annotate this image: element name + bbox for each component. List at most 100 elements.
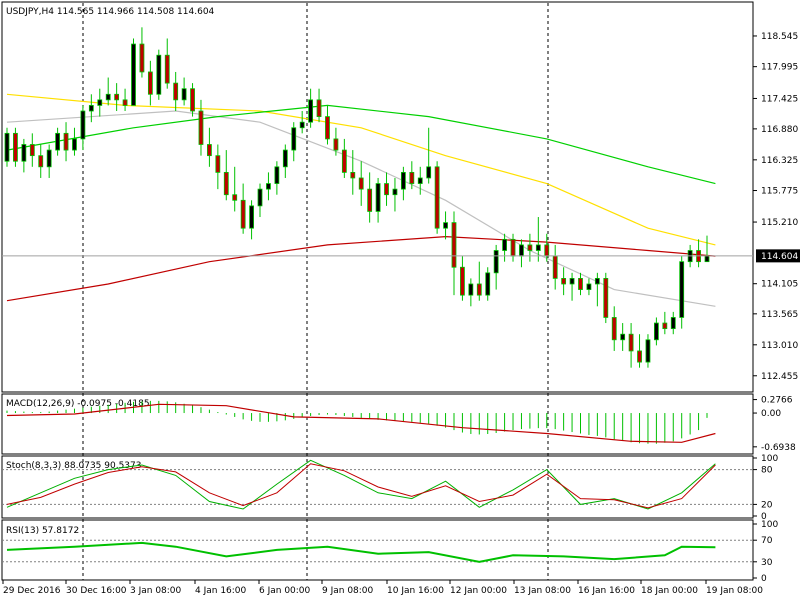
time-tick-label: 16 Jan 16:00	[578, 586, 635, 596]
candle-bull	[131, 43, 136, 106]
candle-bear	[215, 155, 221, 173]
candle-bull	[282, 149, 288, 168]
candle-bear	[190, 88, 195, 112]
candle-bull	[375, 183, 381, 212]
candle-bull	[426, 166, 432, 179]
candle-bull	[493, 250, 499, 274]
candle-bear	[510, 238, 516, 257]
candle-bull	[105, 93, 111, 101]
candlesticks	[4, 27, 710, 368]
macd-tick-label: 0.2766	[761, 396, 793, 406]
candle-bear	[13, 132, 18, 162]
candle-bear	[232, 194, 238, 201]
candle-bull	[645, 339, 651, 363]
time-tick-label: 12 Jan 00:00	[450, 586, 507, 596]
candle-bear	[476, 283, 482, 296]
day-separators	[82, 3, 549, 580]
rsi-line	[6, 541, 716, 563]
time-tick-label: 18 Jan 00:00	[641, 586, 698, 596]
candle-bear	[122, 99, 128, 106]
candle-bear	[63, 132, 69, 151]
candle-bear	[325, 116, 330, 140]
candle-bull	[274, 166, 280, 184]
price-tick-label: 117.995	[761, 63, 798, 73]
price-axis: 118.545 117.995 117.425 116.880 116.325 115.7…	[753, 32, 798, 382]
candle-bear	[333, 138, 339, 151]
candle-bull	[88, 105, 94, 112]
rsi-panel: RSI(13) 57.8172 100 70 30 0	[1, 519, 778, 584]
candle-bull	[266, 183, 271, 190]
candle-bear	[316, 99, 322, 117]
candle-bear	[662, 322, 668, 330]
stoch-panel: Stoch(8,3,3) 88.0735 90.5373 100 80 20 0	[1, 454, 778, 522]
candle-bull	[46, 149, 52, 168]
macd-tick-label: 0.00	[761, 409, 781, 419]
candle-bull	[291, 127, 297, 151]
macd-panel: MACD(12,26,9) -0.0975 -0.4185 0.2766 0.00…	[1, 393, 796, 455]
candle-bear	[611, 317, 617, 341]
candle-bear	[173, 82, 179, 101]
price-tick-label: 116.325	[761, 156, 798, 166]
candle-bear	[628, 333, 634, 352]
candle-bear	[561, 278, 567, 285]
price-tick-label: 115.775	[761, 187, 798, 197]
macd-tick-label: -0.6938	[761, 443, 796, 453]
time-tick-label: 6 Jan 00:00	[259, 586, 311, 596]
stoch-tick-label: 100	[761, 454, 778, 464]
time-axis: 29 Dec 2016 30 Dec 16:00 3 Jan 08:00 4 Jan …	[2, 580, 763, 596]
time-tick-label: 30 Dec 16:00	[66, 586, 127, 596]
candle-bull	[417, 177, 423, 184]
candle-bear	[240, 199, 246, 229]
candle-bear	[578, 278, 583, 290]
rsi-label: RSI(13) 57.8172	[6, 526, 79, 536]
stoch-axis: 100 80 20 0	[753, 454, 778, 522]
candle-bull	[80, 110, 86, 140]
candle-bear	[367, 188, 373, 212]
candle-bull	[308, 99, 314, 123]
price-tick-label: 115.210	[761, 218, 798, 228]
candle-bear	[341, 149, 347, 173]
time-tick-label: 13 Jan 08:00	[514, 586, 571, 596]
candle-bull	[4, 132, 10, 162]
candle-bull	[257, 188, 263, 207]
candle-bear	[384, 183, 389, 196]
stoch-label: Stoch(8,3,3) 88.0735 90.5373	[6, 461, 141, 471]
candle-bear	[139, 43, 145, 73]
candle-bear	[29, 144, 35, 157]
candle-bear	[637, 350, 642, 363]
time-tick-label: 10 Jan 16:00	[387, 586, 444, 596]
stoch-tick-label: 20	[761, 500, 773, 510]
ma-line	[6, 104, 716, 185]
candle-bear	[451, 222, 457, 268]
candle-bear	[527, 244, 533, 251]
price-tick-label: 118.545	[761, 32, 798, 42]
macd-signal-line	[6, 403, 716, 443]
stoch-main-line	[6, 459, 716, 510]
rsi-tick-label: 0	[761, 574, 767, 584]
candle-bear	[544, 244, 550, 257]
ma-line	[6, 93, 716, 246]
candle-bull	[569, 278, 575, 285]
candle-bear	[409, 171, 415, 184]
candle-bull	[653, 322, 659, 341]
candle-bear	[460, 266, 465, 296]
price-tick-label: 112.455	[761, 372, 798, 382]
candle-bear	[207, 144, 212, 157]
candle-bear	[358, 177, 364, 190]
candle-bear	[603, 278, 609, 318]
price-tick-label: 113.565	[761, 310, 798, 320]
price-tick-label: 116.880	[761, 125, 798, 135]
stoch-signal-line	[6, 463, 716, 509]
candle-bull	[72, 138, 77, 151]
time-tick-label: 9 Jan 08:00	[322, 586, 374, 596]
stoch-tick-label: 80	[761, 466, 773, 476]
candle-bear	[350, 171, 356, 179]
candle-bull	[468, 283, 474, 296]
candle-bear	[147, 71, 153, 95]
macd-label: MACD(12,26,9) -0.0975 -0.4185	[6, 399, 150, 409]
candle-bear	[164, 54, 170, 84]
candle-bull	[156, 54, 162, 95]
candle-bull	[21, 144, 27, 162]
last-price-box	[756, 249, 800, 263]
